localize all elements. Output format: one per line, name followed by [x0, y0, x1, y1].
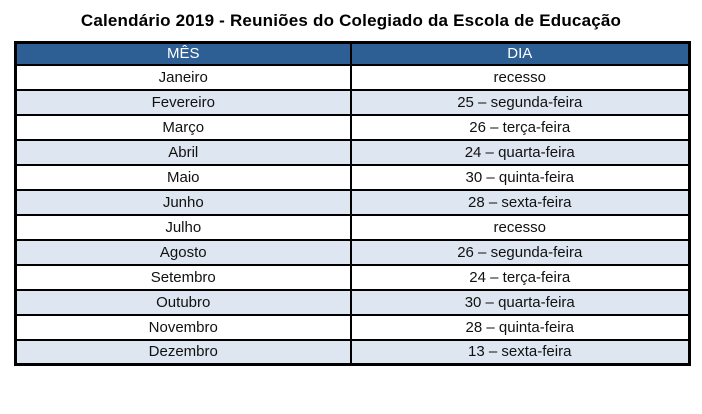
day-cell: 28 – quinta-feira — [349, 313, 691, 341]
month-cell: Dezembro — [14, 338, 352, 366]
month-cell: Setembro — [14, 263, 352, 291]
month-cell: Novembro — [14, 313, 352, 341]
column-header-mes: MÊS — [14, 41, 352, 66]
table-row: Outubro 30 – quarta-feira — [14, 288, 691, 316]
day-cell: 30 – quinta-feira — [349, 163, 691, 191]
month-cell: Junho — [14, 188, 352, 216]
calendar-table: MÊS DIA Janeiro recesso Fevereiro 25 – segu… — [14, 41, 691, 366]
day-cell: recesso — [349, 213, 691, 241]
table-row: Fevereiro 25 – segunda-feira — [14, 88, 691, 116]
column-header-dia: DIA — [349, 41, 691, 66]
day-cell: 26 – segunda-feira — [349, 238, 691, 266]
day-cell: 25 – segunda-feira — [349, 88, 691, 116]
table-row: Agosto 26 – segunda-feira — [14, 238, 691, 266]
month-cell: Maio — [14, 163, 352, 191]
table-row: Janeiro recesso — [14, 63, 691, 91]
day-cell: recesso — [349, 63, 691, 91]
table-row: Dezembro 13 – sexta-feira — [14, 338, 691, 366]
month-cell: Julho — [14, 213, 352, 241]
month-cell: Abril — [14, 138, 352, 166]
month-cell: Janeiro — [14, 63, 352, 91]
table-row: Maio 30 – quinta-feira — [14, 163, 691, 191]
day-cell: 26 – terça-feira — [349, 113, 691, 141]
table-row: Junho 28 – sexta-feira — [14, 188, 691, 216]
table-body: Janeiro recesso Fevereiro 25 – segunda-feir… — [14, 63, 691, 366]
page-title: Calendário 2019 - Reuniões do Colegiado … — [80, 11, 622, 30]
month-cell: Março — [14, 113, 352, 141]
table-row: Abril 24 – quarta-feira — [14, 138, 691, 166]
day-cell: 24 – quarta-feira — [349, 138, 691, 166]
table-row: Julho recesso — [14, 213, 691, 241]
table-row: Novembro 28 – quinta-feira — [14, 313, 691, 341]
day-cell: 24 – terça-feira — [349, 263, 691, 291]
table-row: Setembro 24 – terça-feira — [14, 263, 691, 291]
table-row: Março 26 – terça-feira — [14, 113, 691, 141]
day-cell: 28 – sexta-feira — [349, 188, 691, 216]
day-cell: 30 – quarta-feira — [349, 288, 691, 316]
month-cell: Fevereiro — [14, 88, 352, 116]
month-cell: Outubro — [14, 288, 352, 316]
header-row: MÊS DIA — [14, 41, 691, 66]
day-cell: 13 – sexta-feira — [349, 338, 691, 366]
month-cell: Agosto — [14, 238, 352, 266]
